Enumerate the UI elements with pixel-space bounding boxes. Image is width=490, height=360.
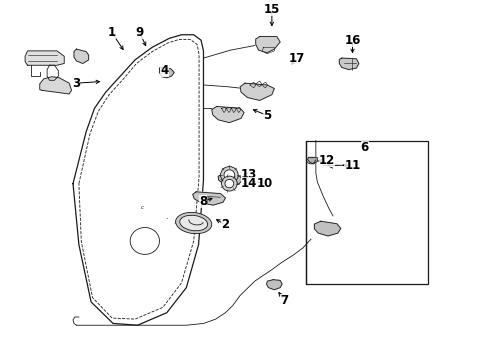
Text: 12: 12 [319,154,335,167]
Polygon shape [73,35,203,325]
Text: 3: 3 [73,77,80,90]
Polygon shape [40,77,72,94]
Text: c: c [141,205,144,210]
Polygon shape [193,192,225,205]
Text: 9: 9 [136,27,144,40]
Text: 14: 14 [241,177,257,190]
Polygon shape [218,175,243,186]
Text: 4: 4 [160,64,169,77]
Ellipse shape [225,179,234,188]
Polygon shape [159,67,174,78]
Text: 15: 15 [264,3,280,16]
Polygon shape [25,51,64,65]
Polygon shape [74,49,89,63]
Text: 10: 10 [256,177,272,190]
Polygon shape [267,280,282,290]
Text: 8: 8 [199,195,207,208]
Polygon shape [240,83,274,100]
Text: 2: 2 [221,218,229,231]
Ellipse shape [175,212,212,234]
Ellipse shape [224,170,235,180]
Text: 7: 7 [280,294,288,307]
Text: .: . [166,212,168,221]
Text: 5: 5 [263,109,271,122]
Ellipse shape [180,215,208,231]
Text: ,: , [173,216,175,225]
Polygon shape [256,37,280,53]
Text: 16: 16 [344,33,361,47]
Polygon shape [212,107,244,123]
Text: 1: 1 [108,27,116,40]
Text: 17: 17 [289,51,305,64]
Ellipse shape [221,176,237,191]
Text: 11: 11 [344,159,361,172]
Bar [306,140,428,284]
Polygon shape [315,221,341,236]
Ellipse shape [220,167,238,183]
Polygon shape [308,157,318,164]
Text: 6: 6 [361,141,369,154]
Polygon shape [339,58,359,69]
Text: 13: 13 [241,168,257,181]
